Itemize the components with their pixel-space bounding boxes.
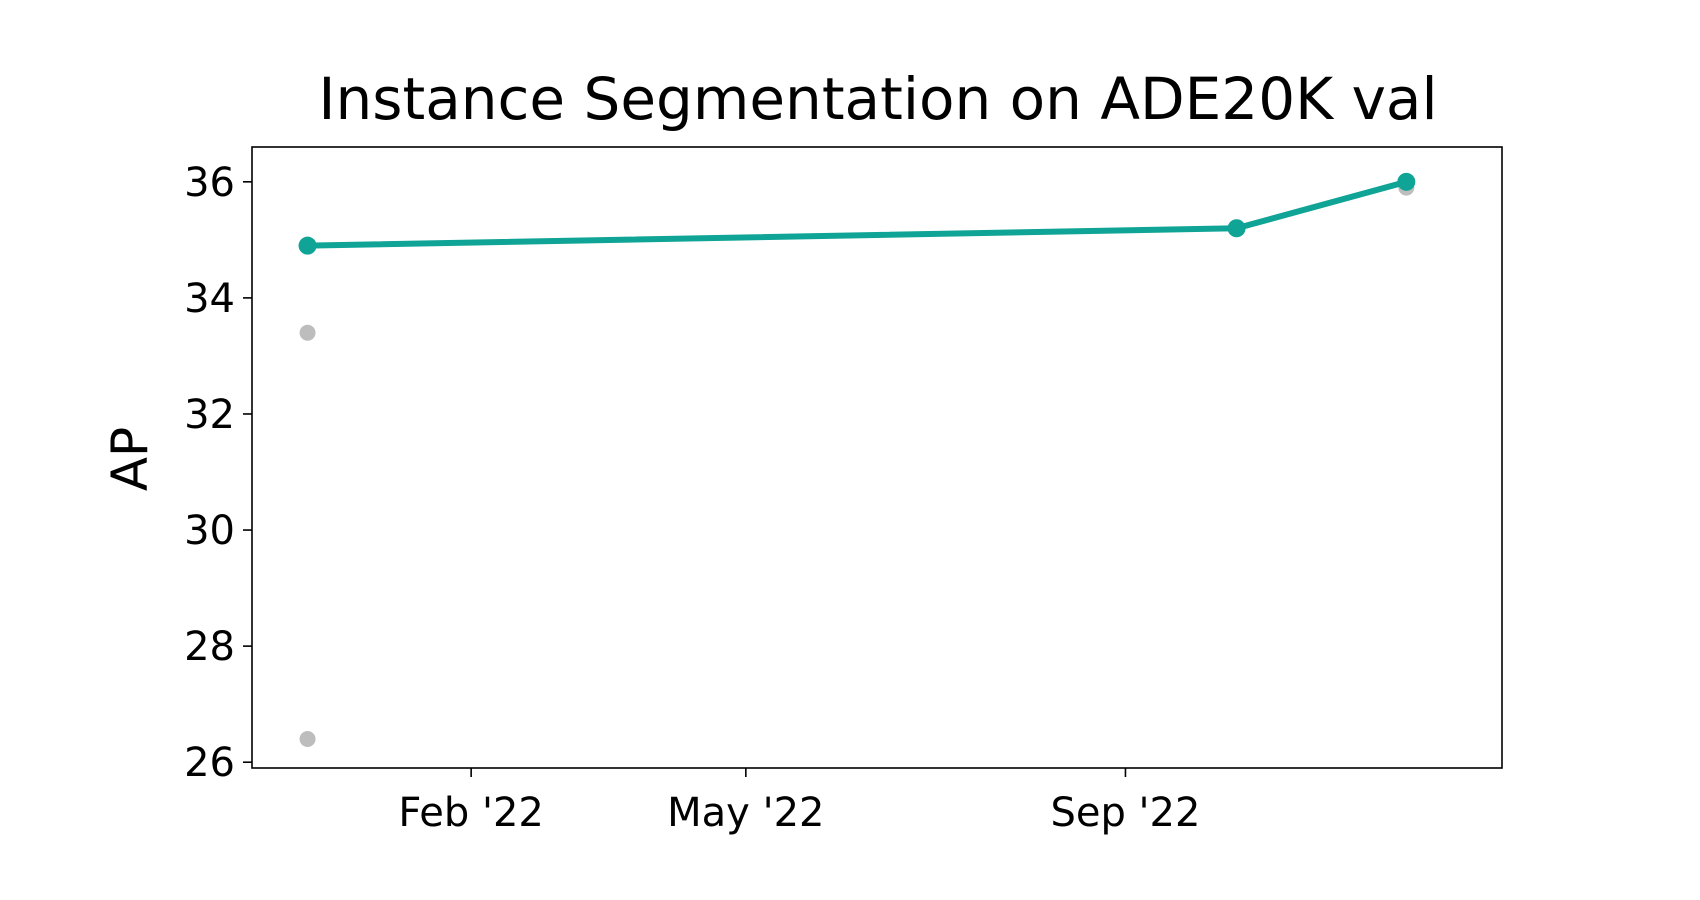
y-tick-label: 26 — [184, 740, 235, 786]
y-tick-label: 30 — [184, 508, 235, 554]
sota-point — [1397, 172, 1416, 191]
x-tick-label: Sep '22 — [1050, 790, 1200, 836]
series-layer — [298, 172, 1416, 747]
y-axis-label: AP — [101, 427, 159, 491]
x-tick-label: Feb '22 — [398, 790, 543, 836]
other-point — [299, 730, 316, 747]
y-tick-label: 32 — [184, 392, 235, 438]
x-axis-ticks: Feb '22 May '22 Sep '22 — [398, 768, 1200, 836]
sota-point — [298, 236, 317, 255]
other-point — [299, 324, 316, 341]
y-tick-label: 28 — [184, 624, 235, 670]
x-tick-label: May '22 — [667, 790, 824, 836]
chart-title: Instance Segmentation on ADE20K val — [318, 65, 1437, 133]
y-axis-ticks: 26 28 30 32 34 36 — [184, 160, 252, 786]
y-tick-label: 36 — [184, 160, 235, 206]
plot-frame — [251, 146, 1503, 769]
y-tick-label: 34 — [184, 276, 235, 322]
sota-point — [1227, 219, 1246, 238]
